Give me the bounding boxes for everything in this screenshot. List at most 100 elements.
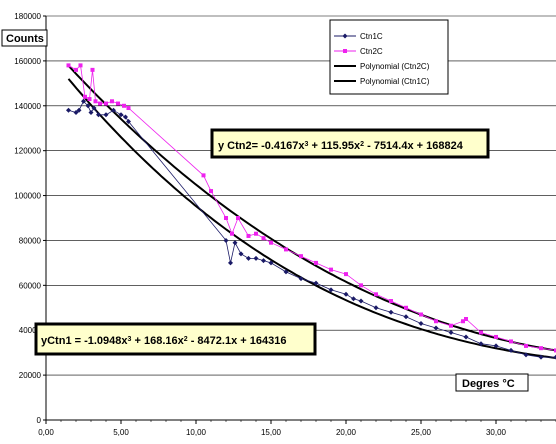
- point-ctn1c: [91, 105, 97, 111]
- point-ctn2c: [126, 106, 131, 111]
- y-tick-label: 180000: [14, 12, 41, 21]
- equation-ctn2-box: y Ctn2= -0.4167x3 + 115.95x2 - 7514.4x +…: [210, 128, 490, 159]
- point-ctn2c: [554, 348, 556, 353]
- point-ctn1c: [103, 112, 109, 118]
- x-tick-label: 10,00: [186, 428, 207, 437]
- point-ctn2c: [419, 312, 423, 317]
- point-ctn2c: [93, 99, 98, 104]
- point-ctn1c: [246, 255, 251, 261]
- point-ctn2c: [494, 334, 498, 339]
- point-ctn2c: [236, 216, 240, 220]
- y-tick-label: 140000: [14, 102, 41, 111]
- point-ctn2c: [434, 319, 438, 324]
- point-ctn1c: [126, 118, 131, 124]
- point-ctn2c: [209, 189, 213, 194]
- trendline-ctn2c: [67, 65, 556, 352]
- point-ctn1c: [298, 276, 304, 282]
- y-tick-label: 40000: [19, 326, 42, 335]
- point-ctn1c: [85, 103, 91, 109]
- legend-label: Ctn2C: [360, 47, 383, 56]
- legend-label: Polynomial (Ctn1C): [360, 77, 430, 86]
- point-ctn1c: [343, 291, 349, 297]
- y-tick-label: 120000: [14, 147, 41, 156]
- point-ctn2c: [449, 323, 453, 328]
- point-ctn2c: [389, 299, 393, 304]
- point-ctn2c: [329, 267, 333, 272]
- point-ctn2c: [110, 99, 114, 104]
- point-ctn2c: [509, 339, 513, 344]
- point-ctn1c: [96, 112, 101, 118]
- point-ctn1c: [118, 112, 124, 118]
- point-ctn1c: [351, 296, 356, 302]
- x-tick-label: 15,00: [261, 428, 282, 437]
- point-ctn2c: [104, 101, 108, 106]
- y-tick-label: 80000: [19, 236, 42, 245]
- point-ctn2c: [479, 330, 483, 335]
- point-ctn1c: [123, 114, 128, 120]
- point-ctn2c: [83, 94, 87, 99]
- point-ctn2c: [314, 260, 318, 265]
- xlabel-box: Degres °C: [455, 373, 529, 392]
- point-ctn1c: [66, 107, 71, 113]
- point-ctn2c: [464, 317, 468, 321]
- y-tick-label: 160000: [14, 57, 41, 66]
- point-ctn2c: [524, 343, 528, 348]
- point-ctn2c: [359, 283, 363, 288]
- point-ctn1c: [388, 309, 394, 315]
- point-ctn2c: [98, 101, 102, 106]
- point-ctn1c: [523, 352, 529, 358]
- legend-label: Polynomial (Ctn2C): [360, 62, 430, 71]
- point-ctn1c: [553, 354, 556, 360]
- point-ctn2c: [404, 305, 408, 310]
- point-ctn1c: [238, 251, 244, 257]
- point-ctn2c: [269, 240, 273, 245]
- point-ctn2c: [78, 63, 83, 68]
- point-ctn1c: [418, 320, 424, 326]
- y-tick-label: 0: [37, 416, 42, 425]
- point-ctn1c: [433, 325, 439, 331]
- point-ctn1c: [111, 107, 116, 113]
- equation-ctn1-box: yCtn1 = -1.0948x3 + 168.16x2 - 8472.1x +…: [34, 322, 317, 356]
- y-tick-label: 60000: [19, 281, 42, 290]
- legend-label: Ctn1C: [360, 32, 383, 41]
- point-ctn2c: [87, 97, 92, 102]
- point-ctn2c: [66, 63, 71, 68]
- point-ctn1c: [232, 240, 238, 246]
- point-ctn1c: [88, 110, 94, 116]
- point-ctn2c: [254, 231, 258, 236]
- point-ctn1c: [448, 329, 454, 335]
- x-tick-label: 20,00: [336, 428, 357, 437]
- point-ctn1c: [223, 237, 229, 243]
- point-ctn1c: [478, 341, 484, 347]
- point-ctn2c: [539, 346, 543, 351]
- point-ctn1c: [268, 260, 274, 266]
- point-ctn1c: [508, 347, 514, 353]
- x-tick-label: 5,00: [113, 428, 129, 437]
- point-ctn2c: [201, 173, 206, 178]
- trendline-ctn1c: [67, 78, 556, 359]
- point-ctn2c: [116, 101, 120, 106]
- point-ctn2c: [122, 103, 126, 108]
- point-ctn2c: [261, 236, 266, 241]
- point-ctn2c: [224, 216, 228, 220]
- series: [66, 63, 556, 360]
- tick-labels: 0 20000 40000 60000 80000 100000 120000 140000 1…: [14, 12, 506, 437]
- point-ctn1c: [283, 269, 289, 275]
- point-ctn2c: [74, 67, 78, 72]
- point-ctn2c: [90, 67, 95, 72]
- ylabel-box: Counts: [1, 29, 48, 47]
- equation-ctn2: y Ctn2= -0.4167x3 + 115.95x2 - 7514.4x +…: [218, 140, 464, 152]
- y-tick-label: 20000: [19, 371, 42, 380]
- point-ctn2c: [374, 292, 378, 297]
- point-ctn2c: [246, 233, 251, 238]
- point-ctn1c: [253, 255, 259, 261]
- point-ctn1c: [73, 110, 79, 116]
- y-tick-label: 100000: [14, 192, 41, 201]
- legend-swatch-marker: [343, 49, 347, 53]
- x-tick-label: 30,00: [486, 428, 507, 437]
- x-tick-label: 0,00: [38, 428, 54, 437]
- point-ctn1c: [261, 258, 266, 264]
- point-ctn1c: [493, 343, 499, 349]
- legend: Ctn1C Ctn2C Polynomial (Ctn2C) Polynomial (…: [329, 19, 449, 95]
